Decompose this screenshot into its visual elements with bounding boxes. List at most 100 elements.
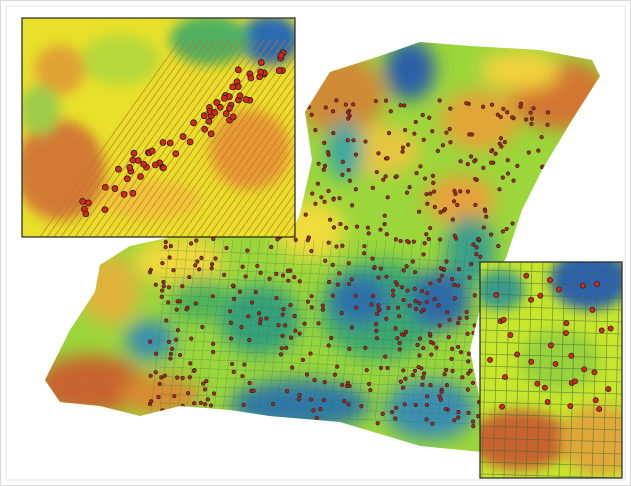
point (194, 302, 198, 306)
point (382, 178, 386, 182)
point (115, 166, 121, 172)
point (494, 152, 498, 156)
point (238, 290, 242, 294)
point (256, 264, 260, 268)
point (450, 357, 454, 361)
point (312, 409, 316, 413)
point (303, 322, 307, 326)
point (281, 274, 285, 278)
point (426, 202, 430, 206)
point (425, 403, 429, 407)
point (341, 160, 345, 164)
point (340, 383, 344, 387)
point (210, 267, 214, 271)
point (396, 306, 400, 310)
point (154, 283, 158, 287)
point (459, 350, 463, 354)
point (160, 295, 164, 299)
point (336, 283, 340, 287)
point (468, 276, 472, 280)
point (309, 398, 313, 402)
point (413, 132, 417, 136)
point (418, 301, 422, 305)
point (244, 275, 248, 279)
heat-blob (15, 120, 105, 220)
point (290, 366, 294, 370)
point (524, 273, 529, 278)
point (438, 324, 442, 328)
point (423, 241, 427, 245)
point (479, 255, 483, 259)
point (405, 191, 409, 195)
point (329, 336, 333, 340)
point (414, 299, 418, 303)
point (377, 304, 381, 308)
point (231, 284, 235, 288)
point (375, 329, 379, 333)
point (403, 402, 407, 406)
point (411, 373, 415, 377)
point (341, 173, 345, 177)
point (376, 421, 380, 425)
point (436, 149, 440, 153)
point (391, 289, 395, 293)
point (204, 379, 208, 383)
point (348, 179, 352, 183)
point (327, 189, 331, 193)
point (237, 93, 243, 99)
point (211, 294, 215, 298)
point (225, 246, 229, 250)
point (235, 67, 241, 73)
point (360, 404, 364, 408)
point (175, 308, 179, 312)
point (429, 192, 433, 196)
point (316, 182, 320, 186)
point (289, 303, 293, 307)
point (421, 113, 425, 117)
point (408, 185, 412, 189)
point (127, 164, 133, 170)
point (230, 114, 236, 120)
point (404, 377, 408, 381)
point (465, 316, 469, 320)
point (537, 149, 541, 153)
point (572, 379, 577, 384)
point (192, 369, 196, 373)
point (214, 257, 218, 261)
point (162, 284, 166, 288)
point (401, 146, 405, 150)
point (474, 203, 478, 207)
point (483, 209, 487, 213)
point (489, 161, 493, 165)
point (391, 294, 395, 298)
point (454, 192, 458, 196)
point (199, 401, 203, 405)
point (529, 111, 533, 115)
point (568, 403, 573, 408)
point (440, 390, 444, 394)
point (387, 131, 391, 135)
point (327, 241, 331, 245)
point (530, 122, 534, 126)
point (406, 289, 410, 293)
point (310, 113, 314, 117)
point (258, 60, 264, 66)
point (280, 346, 284, 350)
point (228, 309, 232, 313)
point (499, 115, 503, 119)
point (229, 321, 233, 325)
point (471, 424, 475, 428)
point (203, 402, 207, 406)
point (375, 170, 379, 174)
point (148, 340, 152, 344)
point (294, 238, 298, 242)
point (438, 279, 442, 283)
point (335, 245, 339, 249)
point (203, 388, 207, 392)
point (208, 131, 214, 137)
point (323, 200, 327, 204)
point (402, 298, 406, 302)
point (258, 321, 262, 325)
point (193, 264, 197, 268)
point (430, 129, 434, 133)
